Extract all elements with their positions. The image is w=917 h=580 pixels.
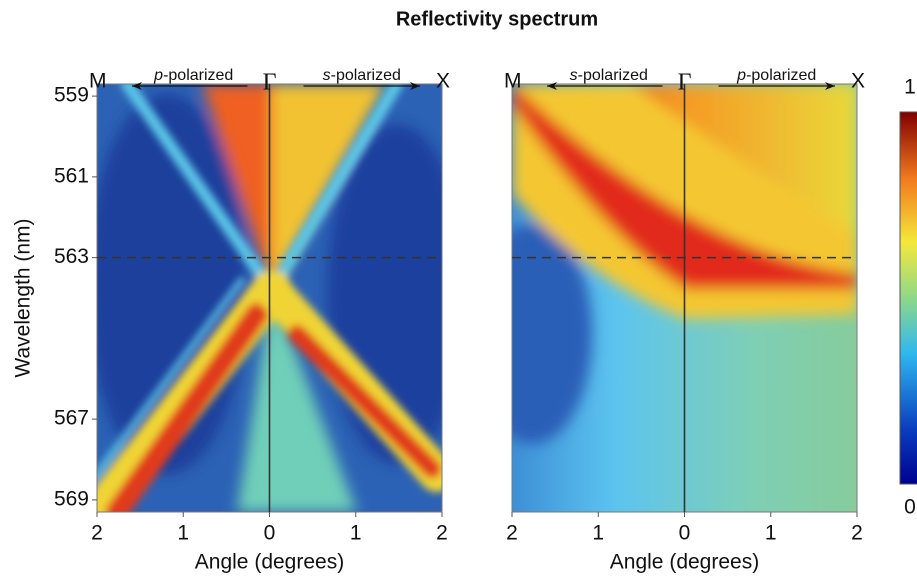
polarization-text: -polarized [578, 67, 648, 84]
x-tick-label: 1 [765, 522, 777, 545]
symmetry-point: X [851, 70, 865, 93]
polarization-letter: s [570, 67, 578, 84]
arrow-head [825, 82, 835, 90]
colorbar-tick-label: 0 [904, 496, 916, 519]
symmetry-point: M [504, 70, 522, 93]
y-axis-label: Wavelength (nm) [12, 218, 35, 377]
x-tick-label: 1 [592, 522, 604, 545]
polarization-label: s-polarized [570, 67, 648, 84]
polarization-label: s-polarized [323, 67, 401, 84]
symmetry-point: X [436, 70, 450, 93]
symmetry-point: Γ [678, 70, 692, 96]
arrow-head [547, 82, 557, 90]
x-tick-label: 1 [350, 522, 362, 545]
y-tick-label: 561 [54, 164, 89, 187]
polarization-text: -polarized [746, 67, 816, 84]
x-axis-label: Angle (degrees) [195, 551, 344, 574]
heatmap-image [512, 84, 857, 512]
y-tick-label: 567 [54, 407, 89, 430]
polarization-label: p-polarized [153, 67, 233, 84]
x-tick-label: 2 [506, 522, 518, 545]
polarization-letter: s [323, 67, 331, 84]
symmetry-point: Γ [263, 70, 277, 96]
arrow-head [132, 82, 142, 90]
x-tick-label: 2 [436, 522, 448, 545]
colorbar [899, 111, 917, 485]
arrow-head [410, 82, 420, 90]
symmetry-point: M [89, 70, 107, 93]
polarization-letter: p [153, 67, 163, 84]
polarization-text: -polarized [331, 67, 401, 84]
polarization-label: p-polarized [736, 67, 816, 84]
x-tick-label: 0 [679, 522, 691, 545]
x-tick-label: 1 [177, 522, 189, 545]
x-axis-label: Angle (degrees) [610, 551, 759, 574]
y-tick-label: 559 [54, 84, 89, 107]
colorbar-tick-label: 1 [904, 76, 916, 99]
x-tick-label: 2 [851, 522, 863, 545]
y-tick-label: 569 [54, 487, 89, 510]
figure-title: Reflectivity spectrum [396, 8, 598, 30]
polarization-letter: p [736, 67, 746, 84]
x-tick-label: 2 [91, 522, 103, 545]
polarization-text: -polarized [163, 67, 233, 84]
x-tick-label: 0 [264, 522, 276, 545]
y-tick-label: 563 [54, 245, 89, 268]
heatmap-image [97, 84, 442, 512]
